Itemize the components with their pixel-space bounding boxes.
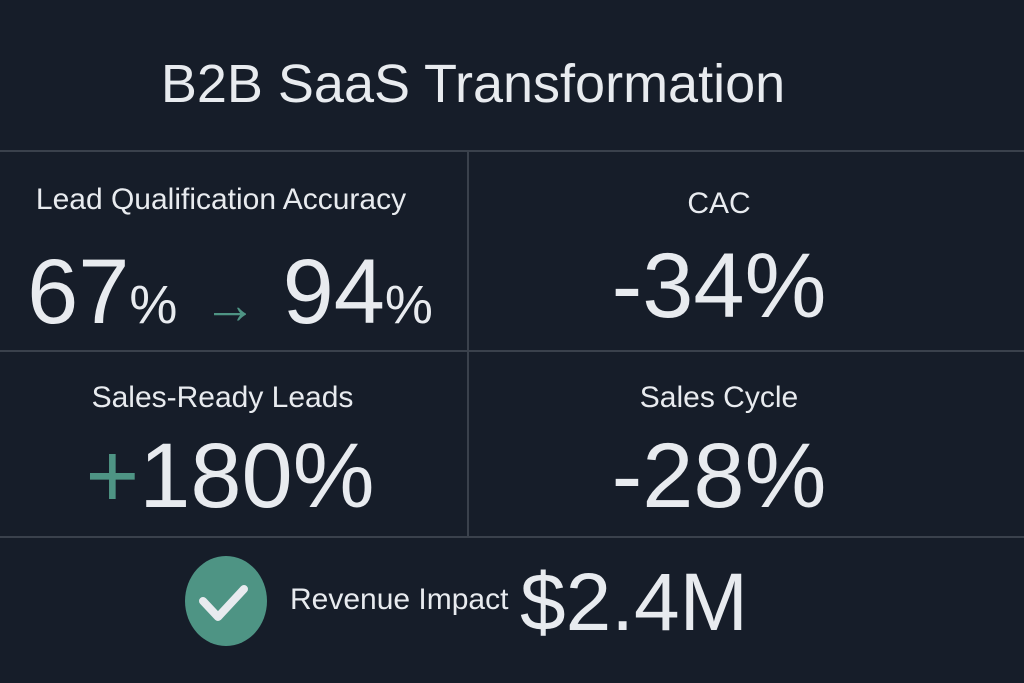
divider	[0, 536, 1024, 538]
value-from: 67	[27, 241, 130, 343]
unit: %	[384, 275, 433, 335]
metric-label: Sales Cycle	[639, 381, 799, 414]
metric-value: +180%	[0, 426, 460, 526]
plus-icon: +	[85, 425, 140, 527]
divider	[0, 150, 1024, 152]
revenue-value: $2.4M	[520, 557, 748, 648]
metric-value: -34%	[611, 235, 827, 337]
check-circle-icon	[185, 556, 267, 646]
metric-label: CAC	[687, 187, 751, 220]
metric-label: Lead Qualification Accuracy	[35, 183, 407, 216]
divider	[467, 150, 469, 537]
metric-label: Sales-Ready Leads	[91, 381, 354, 414]
unit: %	[129, 275, 178, 335]
page-title: B2B SaaS Transformation	[160, 54, 786, 114]
arrow-right-icon: →	[203, 275, 257, 335]
value: 180%	[139, 425, 375, 527]
value-to: 94	[282, 241, 385, 343]
divider	[0, 350, 1024, 352]
revenue-label: Revenue Impact	[290, 583, 509, 616]
metric-value: 67% → 94%	[0, 242, 460, 355]
metric-value: -28%	[611, 425, 827, 527]
